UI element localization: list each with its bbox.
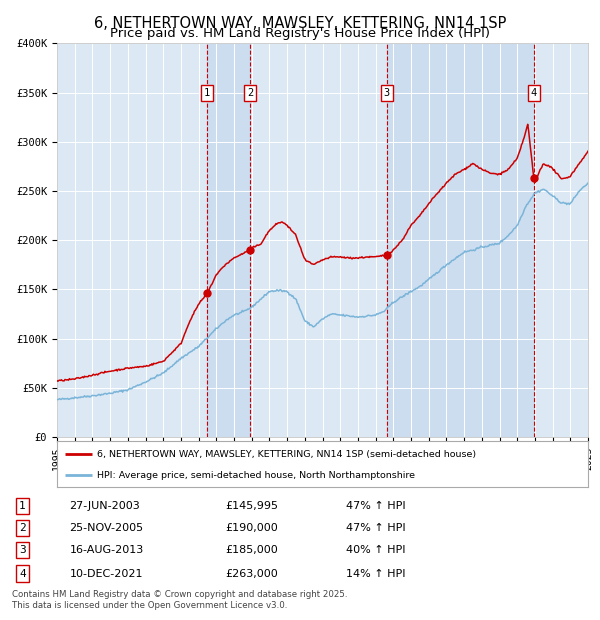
Text: 4: 4 [19, 569, 26, 578]
Bar [386, 43, 534, 437]
Text: 16-AUG-2013: 16-AUG-2013 [70, 545, 144, 555]
Text: 4: 4 [531, 87, 537, 97]
Text: 1: 1 [204, 87, 211, 97]
Text: Contains HM Land Registry data © Crown copyright and database right 2025.: Contains HM Land Registry data © Crown c… [12, 590, 347, 600]
Text: 3: 3 [383, 87, 389, 97]
Text: 25-NOV-2005: 25-NOV-2005 [70, 523, 144, 533]
Text: 47% ↑ HPI: 47% ↑ HPI [346, 523, 406, 533]
Text: 2: 2 [19, 523, 26, 533]
Text: 2: 2 [247, 87, 253, 97]
Text: £185,000: £185,000 [225, 545, 278, 555]
Text: 6, NETHERTOWN WAY, MAWSLEY, KETTERING, NN14 1SP (semi-detached house): 6, NETHERTOWN WAY, MAWSLEY, KETTERING, N… [97, 450, 476, 459]
Text: This data is licensed under the Open Government Licence v3.0.: This data is licensed under the Open Gov… [12, 601, 287, 611]
Text: 3: 3 [19, 545, 26, 555]
Text: £263,000: £263,000 [225, 569, 278, 578]
Text: 40% ↑ HPI: 40% ↑ HPI [346, 545, 406, 555]
Text: 6, NETHERTOWN WAY, MAWSLEY, KETTERING, NN14 1SP: 6, NETHERTOWN WAY, MAWSLEY, KETTERING, N… [94, 16, 506, 31]
Text: £190,000: £190,000 [225, 523, 278, 533]
Text: 47% ↑ HPI: 47% ↑ HPI [346, 501, 406, 512]
Bar [207, 43, 250, 437]
Text: Price paid vs. HM Land Registry's House Price Index (HPI): Price paid vs. HM Land Registry's House … [110, 27, 490, 40]
Text: HPI: Average price, semi-detached house, North Northamptonshire: HPI: Average price, semi-detached house,… [97, 471, 415, 480]
Text: 14% ↑ HPI: 14% ↑ HPI [346, 569, 406, 578]
Text: 10-DEC-2021: 10-DEC-2021 [70, 569, 143, 578]
Text: 1: 1 [19, 501, 26, 512]
Text: 27-JUN-2003: 27-JUN-2003 [70, 501, 140, 512]
Text: £145,995: £145,995 [225, 501, 278, 512]
